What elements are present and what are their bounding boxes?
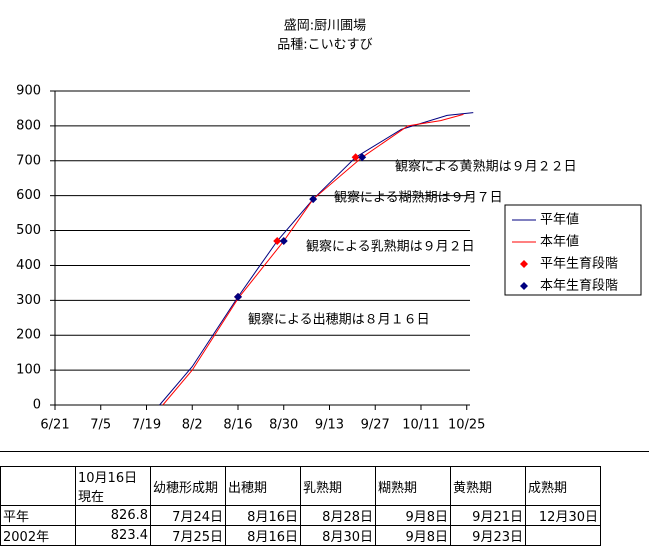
y-tick-label: 0: [33, 398, 41, 413]
table-cell: 2002年: [0, 525, 76, 546]
x-tick-label: 9/27: [361, 418, 390, 433]
table-cell: [525, 525, 601, 546]
table-cell: 成熟期: [525, 466, 601, 506]
legend-marker: [520, 282, 528, 290]
stage-marker: [309, 195, 318, 204]
table-cell: 9月8日: [375, 505, 451, 526]
stage-marker: [351, 153, 360, 162]
x-tick-label: 8/16: [223, 418, 252, 433]
table: 10月16日現在 幼穂形成期 出穂期 乳熟期 糊熟期 黄熟期 成熟期 平年 826.8 7月24日…: [0, 466, 601, 546]
table-cell: 8月16日: [225, 525, 301, 546]
legend-label: 平年生育段階: [540, 256, 618, 272]
chart-title: 盛岡:厨川圃場: [284, 19, 366, 34]
table-cell: 黄熟期: [450, 466, 526, 506]
table-cell: 9月21日: [450, 505, 526, 526]
table-cell: [0, 466, 76, 506]
y-tick-label: 800: [16, 118, 41, 133]
annotation: 観察による黄熟期は９月２２日: [395, 159, 577, 175]
y-tick-label: 700: [16, 153, 41, 168]
series-line: [159, 112, 474, 406]
y-tick-label: 200: [16, 328, 41, 343]
table-cell: 10月16日現在: [75, 466, 151, 506]
annotation: 観察による乳熟期は９月２日: [306, 239, 475, 255]
table-row: 2002年 823.4 7月25日 8月16日 8月30日 9月8日 9月23日: [0, 525, 601, 546]
x-tick-label: 9/13: [315, 418, 344, 433]
table-cell: 823.4: [75, 525, 151, 546]
stage-marker: [233, 292, 242, 301]
table-cell: 7月25日: [150, 525, 226, 546]
table-cell: 8月16日: [225, 505, 301, 526]
table-cell: 7月24日: [150, 505, 226, 526]
table-cell: 平年: [0, 505, 76, 526]
table-cell: 8月28日: [300, 505, 376, 526]
y-tick-label: 600: [16, 188, 41, 203]
series-line: [162, 113, 464, 406]
annotation: 観察による出穂期は８月１６日: [248, 313, 430, 328]
table-cell: 幼穂形成期: [150, 466, 226, 506]
y-tick-label: 300: [16, 293, 41, 308]
separator: [0, 451, 649, 452]
chart: 盛岡:厨川圃場 品種:こいむすび 0 100 200 300 400 500 600 700 8…: [16, 19, 642, 433]
x-tick-label: 7/19: [132, 418, 161, 433]
x-tick-label: 6/21: [40, 418, 69, 433]
x-tick-label: 10/25: [448, 418, 485, 433]
legend-label: 平年値: [540, 212, 579, 228]
x-tick-label: 8/30: [269, 418, 298, 433]
table-cell: 9月23日: [450, 525, 526, 546]
annotation: 観察による糊熟期は９月７日: [334, 190, 503, 206]
y-tick-label: 400: [16, 258, 41, 273]
legend-label: 本年生育段階: [540, 278, 618, 294]
x-tick-label: 10/11: [402, 418, 439, 433]
table-cell: 12月30日: [525, 505, 601, 526]
table-row: 10月16日現在 幼穂形成期 出穂期 乳熟期 糊熟期 黄熟期 成熟期: [0, 466, 601, 506]
legend-label: 本年値: [540, 234, 579, 250]
table-row: 平年 826.8 7月24日 8月16日 8月28日 9月8日 9月21日 12月30日: [0, 505, 601, 526]
chart-subtitle: 品種:こいむすび: [277, 37, 372, 53]
stage-marker: [273, 237, 282, 246]
table-cell: 9月8日: [375, 525, 451, 546]
y-tick-label: 100: [16, 363, 41, 378]
x-tick-label: 7/5: [90, 418, 111, 433]
stage-marker: [279, 237, 288, 246]
table-cell: 出穂期: [225, 466, 301, 506]
table-cell: 8月30日: [300, 525, 376, 546]
stage-marker: [358, 153, 367, 162]
table-cell: 糊熟期: [375, 466, 451, 506]
table-cell: 826.8: [75, 505, 151, 526]
table-cell: 乳熟期: [300, 466, 376, 506]
x-tick-label: 8/2: [182, 418, 203, 433]
y-tick-label: 900: [16, 84, 41, 99]
legend-marker: [520, 260, 528, 268]
y-tick-label: 500: [16, 223, 41, 238]
